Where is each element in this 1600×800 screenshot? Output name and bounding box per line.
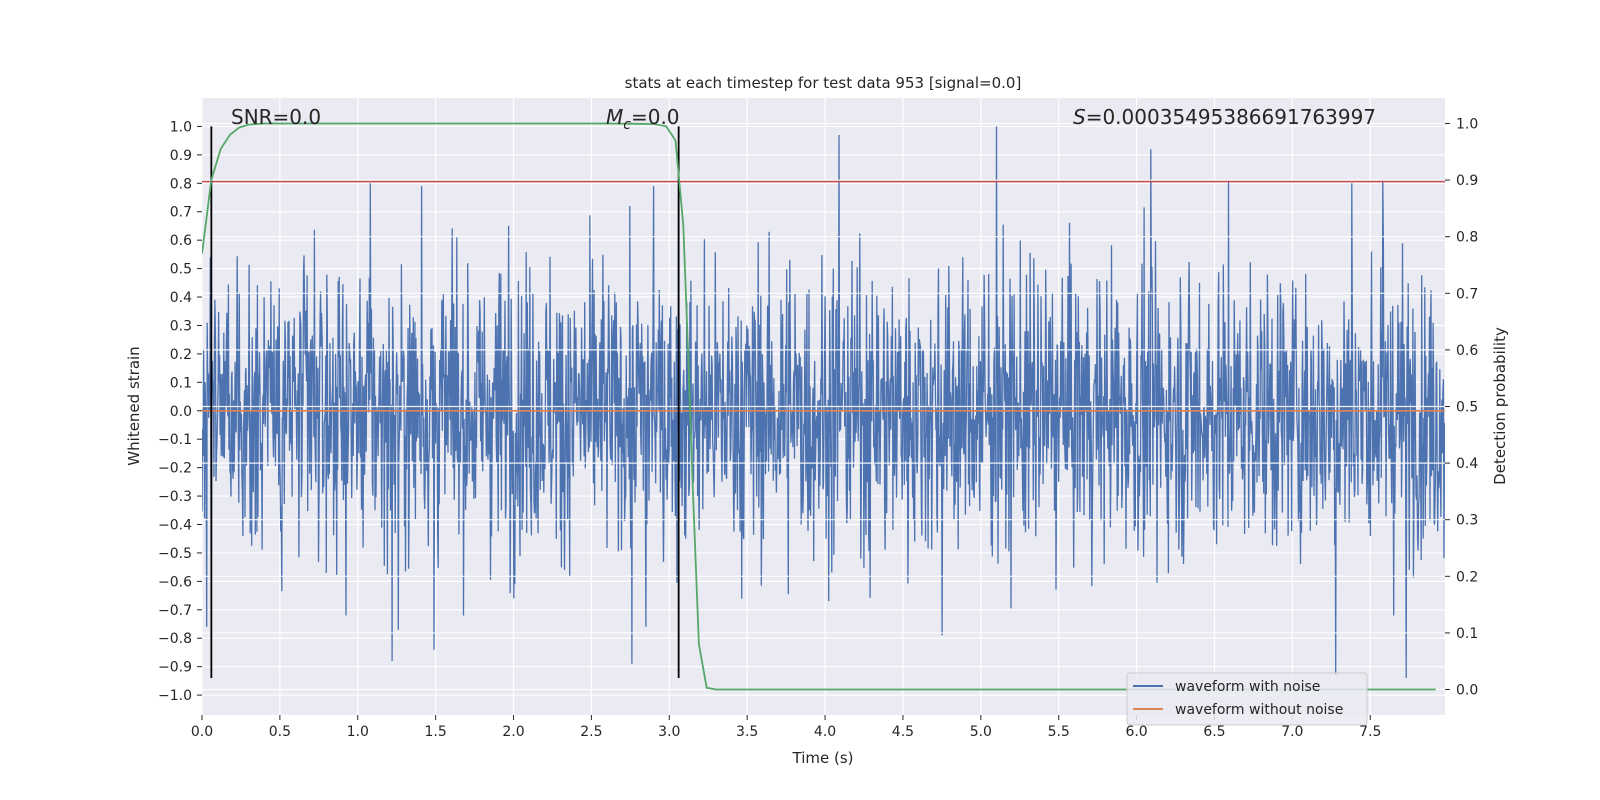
x-tick-label: 0.5 [269,724,291,740]
vertical-markers [210,126,680,679]
x-tick-label: 5.0 [970,724,992,740]
y-right-tick-label: 0.1 [1456,626,1478,642]
x-tick-label: 4.0 [814,724,836,740]
y-tick-label: 0.1 [170,375,192,391]
x-tick-label: 5.5 [1048,724,1070,740]
probability-series [202,122,1436,691]
x-tick-label: 1.0 [347,724,369,740]
y-tick-label: −0.1 [158,432,192,448]
x-tick-label: 2.0 [502,724,524,740]
snr-annotation: SNR=0.0 [231,105,321,129]
x-axis-label: Time (s) [792,749,854,767]
y-right-tick-label: 0.2 [1456,569,1478,585]
y-tick-label: 0.7 [170,205,192,221]
y-tick-label: 0.8 [170,176,192,192]
y-right-tick-label: 0.9 [1456,173,1478,189]
score-annotation: S=0.00035495386691763997 [1073,105,1376,129]
x-axis-ticks: 0.0 0.5 1.0 1.5 2.0 2.5 3.0 3.5 4.0 4.5 5.0 5.5 6.0 6… [191,715,1381,740]
series-detection-probability [202,122,1436,691]
y-tick-label: −0.8 [158,631,192,647]
y-right-tick-label: 0.3 [1456,513,1478,529]
y-right-tick-label: 0.6 [1456,343,1478,359]
chart-title: stats at each timestep for test data 953… [625,74,1022,92]
legend-label-clean: waveform without noise [1175,702,1343,718]
y-axis-ticks: 1.0 0.9 0.8 0.7 0.6 0.5 0.4 0.3 0.2 0.1 0.0 −0.1 −0.… [158,119,202,704]
y-tick-label: −0.3 [158,489,192,505]
y-tick-label: 0.2 [170,347,192,363]
y-right-tick-label: 1.0 [1456,116,1478,132]
y-tick-label: −0.5 [158,546,192,562]
x-tick-label: 7.0 [1281,724,1303,740]
chirp-mass-annotation: Mc=0.0 [606,105,680,133]
legend: waveform with noise waveform without noi… [1126,672,1368,726]
y-tick-label: 0.6 [170,233,192,249]
noise-waveform-series [202,126,1445,679]
line-series [202,180,1445,412]
x-tick-label: 4.5 [892,724,914,740]
y-tick-label: 0.5 [170,262,192,278]
y-axis-label: Whitened strain [125,346,143,465]
x-tick-label: 1.5 [425,724,447,740]
y-tick-label: 1.0 [170,119,192,135]
x-tick-label: 6.5 [1203,724,1225,740]
y-tick-label: −0.9 [158,660,192,676]
y-tick-label: −0.7 [158,603,192,619]
x-tick-label: 6.0 [1125,724,1147,740]
y-right-tick-label: 0.5 [1456,400,1478,416]
y-right-tick-label: 0.7 [1456,286,1478,302]
y-right-tick-label: 0.4 [1456,456,1478,472]
y-tick-label: −0.4 [158,517,192,533]
series-waveform-with-noise [202,126,1445,679]
x-tick-label: 7.5 [1359,724,1381,740]
x-tick-label: 3.5 [736,724,758,740]
y-right-axis-ticks: 1.0 0.9 0.8 0.7 0.6 0.5 0.4 0.3 0.2 0.1 0.0 [1445,116,1478,699]
x-tick-label: 0.0 [191,724,213,740]
x-tick-label: 2.5 [580,724,602,740]
y-tick-label: 0.4 [170,290,192,306]
y-right-axis-label: Detection probability [1491,327,1509,485]
y-tick-label: 0.9 [170,148,192,164]
y-tick-label: 0.3 [170,318,192,334]
y-right-tick-label: 0.0 [1456,683,1478,699]
y-tick-label: −0.6 [158,574,192,590]
y-right-tick-label: 0.8 [1456,230,1478,246]
legend-box [1126,672,1368,726]
y-tick-label: −1.0 [158,688,192,704]
y-tick-label: 0.0 [170,404,192,420]
y-tick-label: −0.2 [158,461,192,477]
x-tick-label: 3.0 [658,724,680,740]
legend-label-noise: waveform with noise [1175,679,1320,695]
